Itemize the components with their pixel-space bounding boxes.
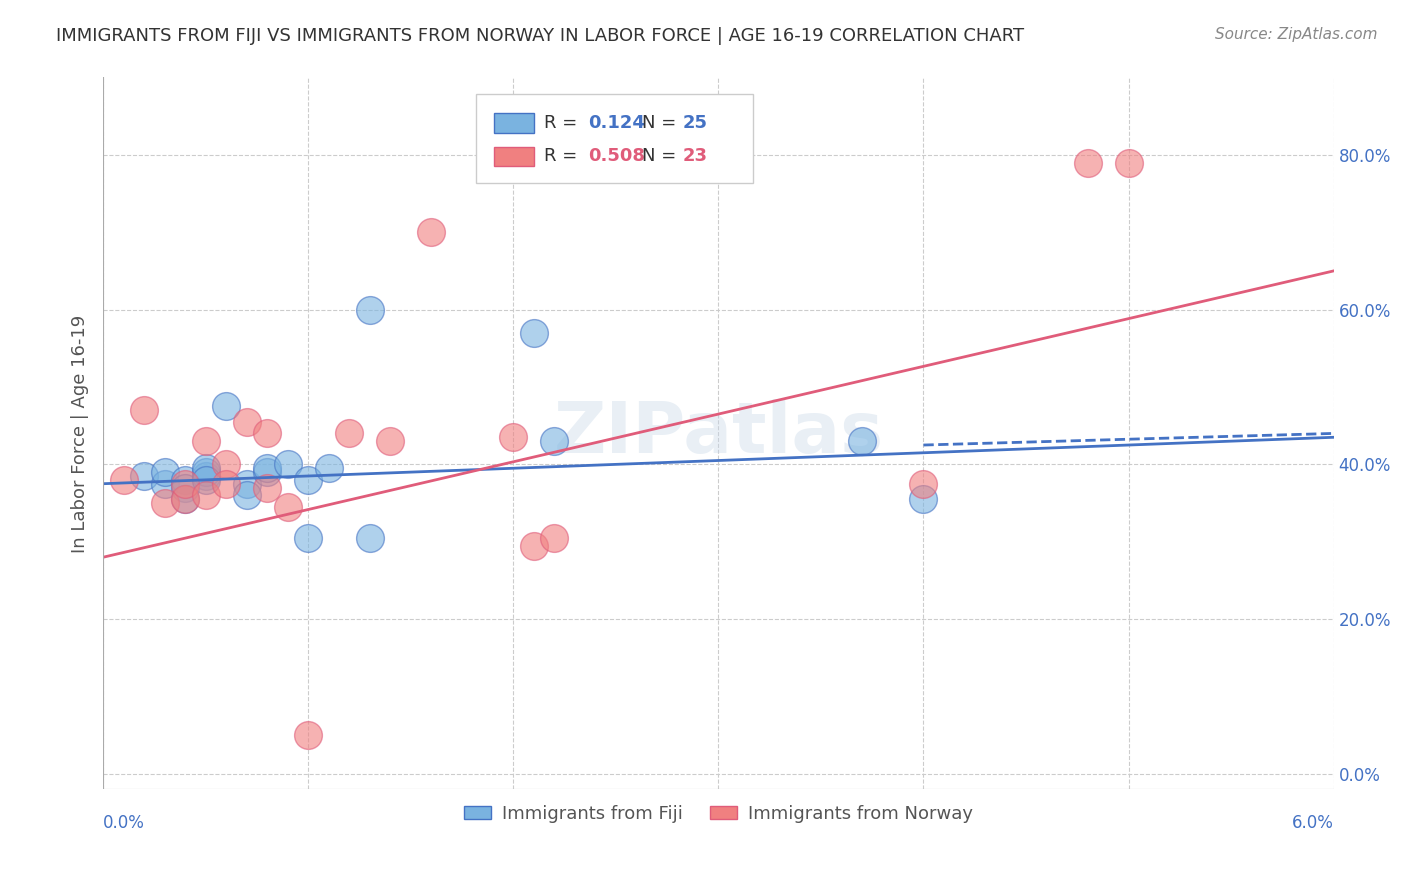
Point [174,481,197,495]
Text: 0.508: 0.508 [588,147,645,166]
Point [1118,155,1140,169]
Point [215,458,238,472]
Point [851,434,873,449]
Point [215,400,238,414]
FancyBboxPatch shape [477,94,752,183]
Y-axis label: In Labor Force | Age 16-19: In Labor Force | Age 16-19 [72,314,89,552]
Text: 0.0%: 0.0% [103,814,145,832]
Text: 6.0%: 6.0% [1292,814,1334,832]
Point [134,403,156,417]
Text: Source: ZipAtlas.com: Source: ZipAtlas.com [1215,27,1378,42]
Text: IMMIGRANTS FROM FIJI VS IMMIGRANTS FROM NORWAY IN LABOR FORCE | AGE 16-19 CORREL: IMMIGRANTS FROM FIJI VS IMMIGRANTS FROM … [56,27,1025,45]
Text: N =: N = [643,114,682,132]
Text: R =: R = [544,114,582,132]
Point [194,469,217,483]
Point [359,531,381,545]
Point [543,531,565,545]
Text: N =: N = [643,147,682,166]
Point [543,434,565,449]
Point [297,473,319,487]
Point [420,225,443,239]
Point [1076,155,1098,169]
Point [153,496,176,510]
Point [153,465,176,479]
Point [194,488,217,502]
Legend: Immigrants from Fiji, Immigrants from Norway: Immigrants from Fiji, Immigrants from No… [457,797,980,830]
Point [297,728,319,742]
Point [194,434,217,449]
Point [256,465,278,479]
Point [235,488,257,502]
Point [256,426,278,441]
Point [337,426,360,441]
Point [380,434,402,449]
Text: 0.124: 0.124 [588,114,645,132]
Point [277,500,299,514]
Point [523,539,546,553]
Bar [495,146,534,167]
Point [318,461,340,475]
Point [153,476,176,491]
Point [277,458,299,472]
Point [912,492,935,507]
Point [134,469,156,483]
Point [112,473,135,487]
Bar [495,113,534,133]
Point [502,430,524,444]
Point [235,476,257,491]
Point [194,465,217,479]
Text: ZIPatlas: ZIPatlas [554,399,883,468]
Point [174,492,197,507]
Point [235,415,257,429]
Point [174,476,197,491]
Point [256,481,278,495]
Point [359,302,381,317]
Point [297,531,319,545]
Point [194,473,217,487]
Text: 23: 23 [683,147,707,166]
Text: R =: R = [544,147,582,166]
Point [912,476,935,491]
Point [523,326,546,340]
Text: 25: 25 [683,114,707,132]
Point [174,492,197,507]
Point [174,473,197,487]
Point [194,461,217,475]
Point [215,476,238,491]
Point [256,461,278,475]
